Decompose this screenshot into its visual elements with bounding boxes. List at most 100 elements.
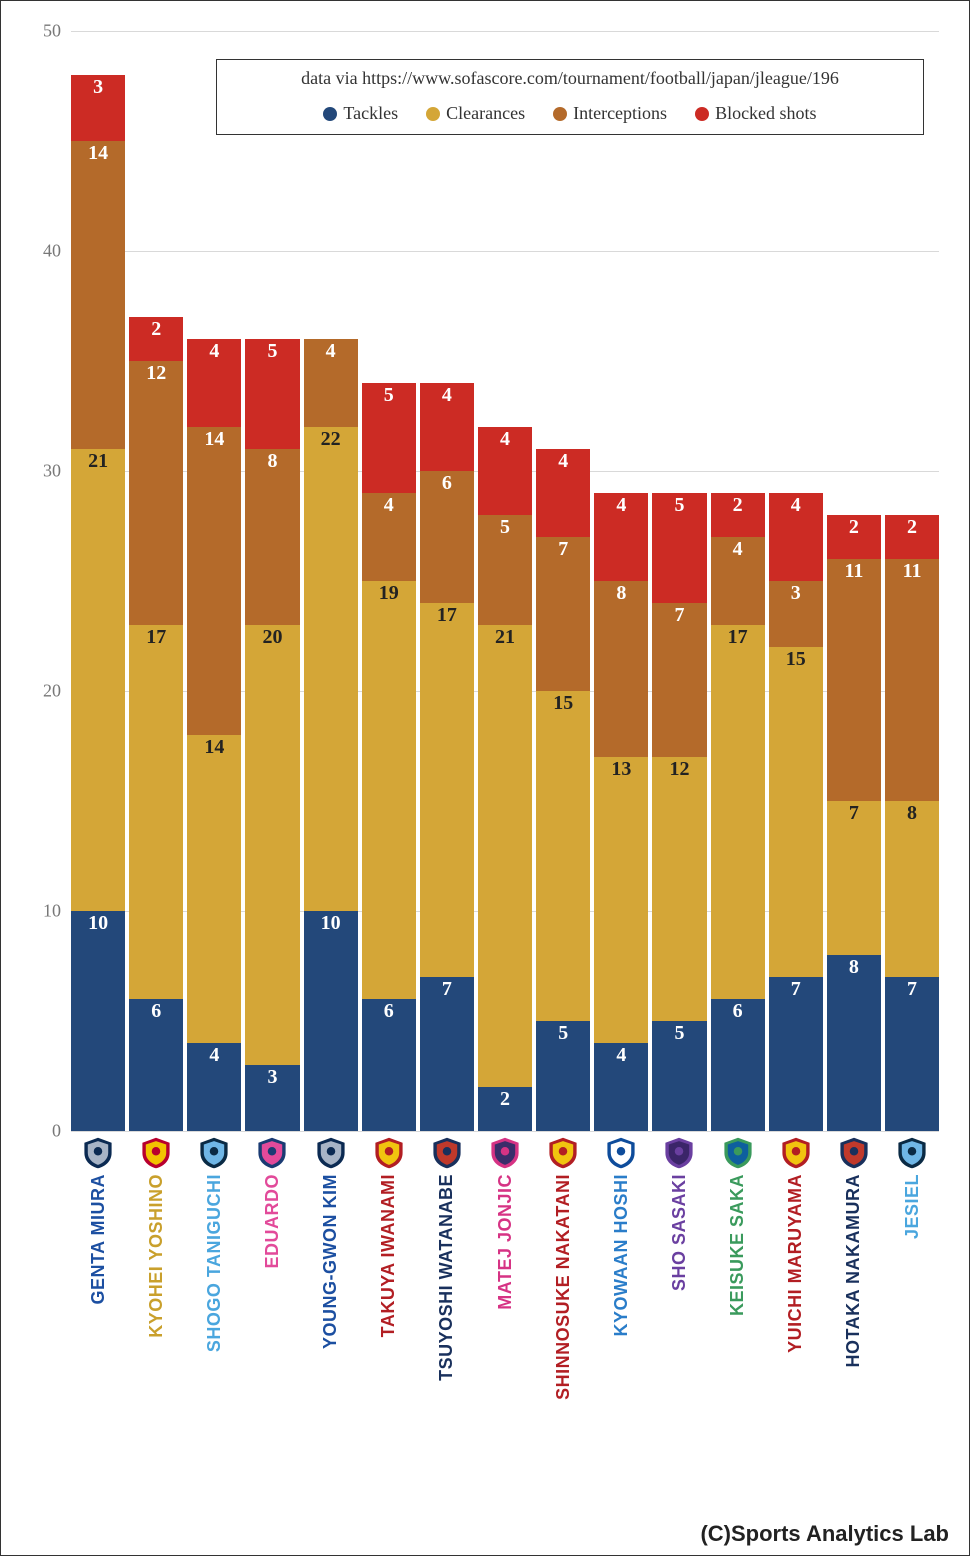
bar-segment-value: 10 [321, 911, 341, 933]
bar-segment-value: 5 [674, 1021, 684, 1043]
bar-segment-value: 19 [379, 581, 399, 603]
bar-segment-value: 4 [326, 339, 336, 361]
chart-frame: 01020304050 1021143617122414144320851022… [0, 0, 970, 1556]
bar-segment-value: 6 [733, 999, 743, 1021]
y-tick-label: 0 [52, 1121, 71, 1142]
bar-segment-value: 8 [267, 449, 277, 471]
bar-segment-value: 3 [791, 581, 801, 603]
x-column: YUICHI MARUYAMA [769, 1136, 823, 1404]
bar-column: 51275 [652, 493, 706, 1131]
bar-segment-blocked: 5 [652, 493, 706, 603]
y-tick-label: 50 [43, 21, 71, 42]
bar-column: 1021143 [71, 75, 125, 1131]
bar-segment-value: 7 [907, 977, 917, 999]
bar-column: 7 8 11 2 [885, 515, 939, 1131]
bar-column: 5 15 74 [536, 449, 590, 1131]
bar-segment-value: 4 [791, 493, 801, 515]
bar-segment-value: 4 [616, 1043, 626, 1065]
legend-item: Blocked shots [695, 103, 817, 124]
y-tick-label: 40 [43, 241, 71, 262]
bars-container: 1021143617122414144320851022461945717642… [71, 31, 939, 1131]
x-axis: GENTA MIURAKYOHEI YOSHINOSHOGO TANIGUCHI… [71, 1136, 939, 1404]
bar-segment-interceptions: 6 [420, 471, 474, 603]
x-column: KEISUKE SAKA [711, 1136, 765, 1404]
source-caption: data via https://www.sofascore.com/tourn… [217, 60, 923, 97]
player-name-label: TAKUYA IWANAMI [378, 1174, 399, 1341]
bar-segment-value: 8 [907, 801, 917, 823]
bar-segment-clearances: 7 [827, 801, 881, 955]
bar-segment-blocked: 4 [187, 339, 241, 427]
bar-segment-tackles: 4 [594, 1043, 648, 1131]
x-column: MATEJ JONJIC [478, 1136, 532, 1404]
player-name-label: SHOGO TANIGUCHI [204, 1174, 225, 1356]
team-crest-icon [837, 1136, 871, 1170]
bar-segment-value: 2 [907, 515, 917, 537]
bar-segment-value: 22 [321, 427, 341, 449]
legend-swatch [426, 107, 440, 121]
legend-label: Interceptions [573, 103, 667, 124]
bar-segment-tackles: 6 [362, 999, 416, 1131]
bar-segment-blocked: 4 [478, 427, 532, 515]
bar-segment-value: 7 [674, 603, 684, 625]
plot-area: 01020304050 1021143617122414144320851022… [71, 31, 939, 1131]
bar-segment-value: 17 [437, 603, 457, 625]
bar-segment-tackles: 7 [420, 977, 474, 1131]
player-name-label: JESIEL [902, 1174, 923, 1243]
bar-segment-value: 11 [903, 559, 922, 581]
bar-column: 7 15 3 4 [769, 493, 823, 1131]
bar-segment-blocked: 2 [711, 493, 765, 537]
bar-segment-value: 7 [791, 977, 801, 999]
bar-segment-value: 14 [204, 735, 224, 757]
bar-segment-tackles: 5 [536, 1021, 590, 1131]
bar-segment-clearances: 17 [420, 603, 474, 977]
bar-segment-value: 20 [262, 625, 282, 647]
bar-segment-value: 4 [442, 383, 452, 405]
bar-segment-value: 2 [500, 1087, 510, 1109]
bar-column: 617122 [129, 317, 183, 1131]
bar-segment-value: 15 [553, 691, 573, 713]
bar-segment-tackles: 5 [652, 1021, 706, 1131]
bar-segment-clearances: 8 [885, 801, 939, 977]
team-crest-icon [662, 1136, 696, 1170]
bar-segment-value: 4 [500, 427, 510, 449]
bar-segment-value: 15 [786, 647, 806, 669]
bar-segment-blocked: 4 [769, 493, 823, 581]
bar-column: 22154 [478, 427, 532, 1131]
bar-segment-value: 14 [204, 427, 224, 449]
bar-segment-interceptions: 11 [885, 559, 939, 801]
bar-segment-interceptions: 3 [769, 581, 823, 647]
bar-column: 32085 [245, 339, 299, 1131]
bar-segment-tackles: 10 [71, 911, 125, 1131]
team-crest-icon [779, 1136, 813, 1170]
bar-segment-value: 7 [558, 537, 568, 559]
team-crest-icon [546, 1136, 580, 1170]
bar-segment-value: 7 [849, 801, 859, 823]
bar-segment-value: 17 [146, 625, 166, 647]
bar-segment-value: 6 [442, 471, 452, 493]
x-column: JESIEL [885, 1136, 939, 1404]
bar-segment-value: 3 [267, 1065, 277, 1087]
bar-segment-value: 5 [384, 383, 394, 405]
bar-segment-blocked: 2 [885, 515, 939, 559]
bar-segment-blocked: 4 [420, 383, 474, 471]
bar-segment-value: 7 [442, 977, 452, 999]
player-name-label: EDUARDO [262, 1174, 283, 1273]
bar-segment-blocked: 4 [536, 449, 590, 537]
player-name-label: MATEJ JONJIC [495, 1174, 516, 1314]
player-name-label: YUICHI MARUYAMA [785, 1174, 806, 1357]
bar-segment-clearances: 17 [129, 625, 183, 999]
bar-column: 41384 [594, 493, 648, 1131]
team-crest-icon [255, 1136, 289, 1170]
bar-segment-interceptions: 14 [187, 427, 241, 735]
bar-column: 10 22 4 [304, 339, 358, 1131]
bar-segment-tackles: 3 [245, 1065, 299, 1131]
y-tick-label: 10 [43, 901, 71, 922]
legend-box: data via https://www.sofascore.com/tourn… [216, 59, 924, 135]
bar-segment-tackles: 2 [478, 1087, 532, 1131]
bar-segment-value: 8 [616, 581, 626, 603]
bar-segment-blocked: 2 [827, 515, 881, 559]
bar-segment-value: 4 [616, 493, 626, 515]
bar-segment-value: 8 [849, 955, 859, 977]
bar-segment-value: 6 [384, 999, 394, 1021]
player-name-label: GENTA MIURA [88, 1174, 109, 1309]
